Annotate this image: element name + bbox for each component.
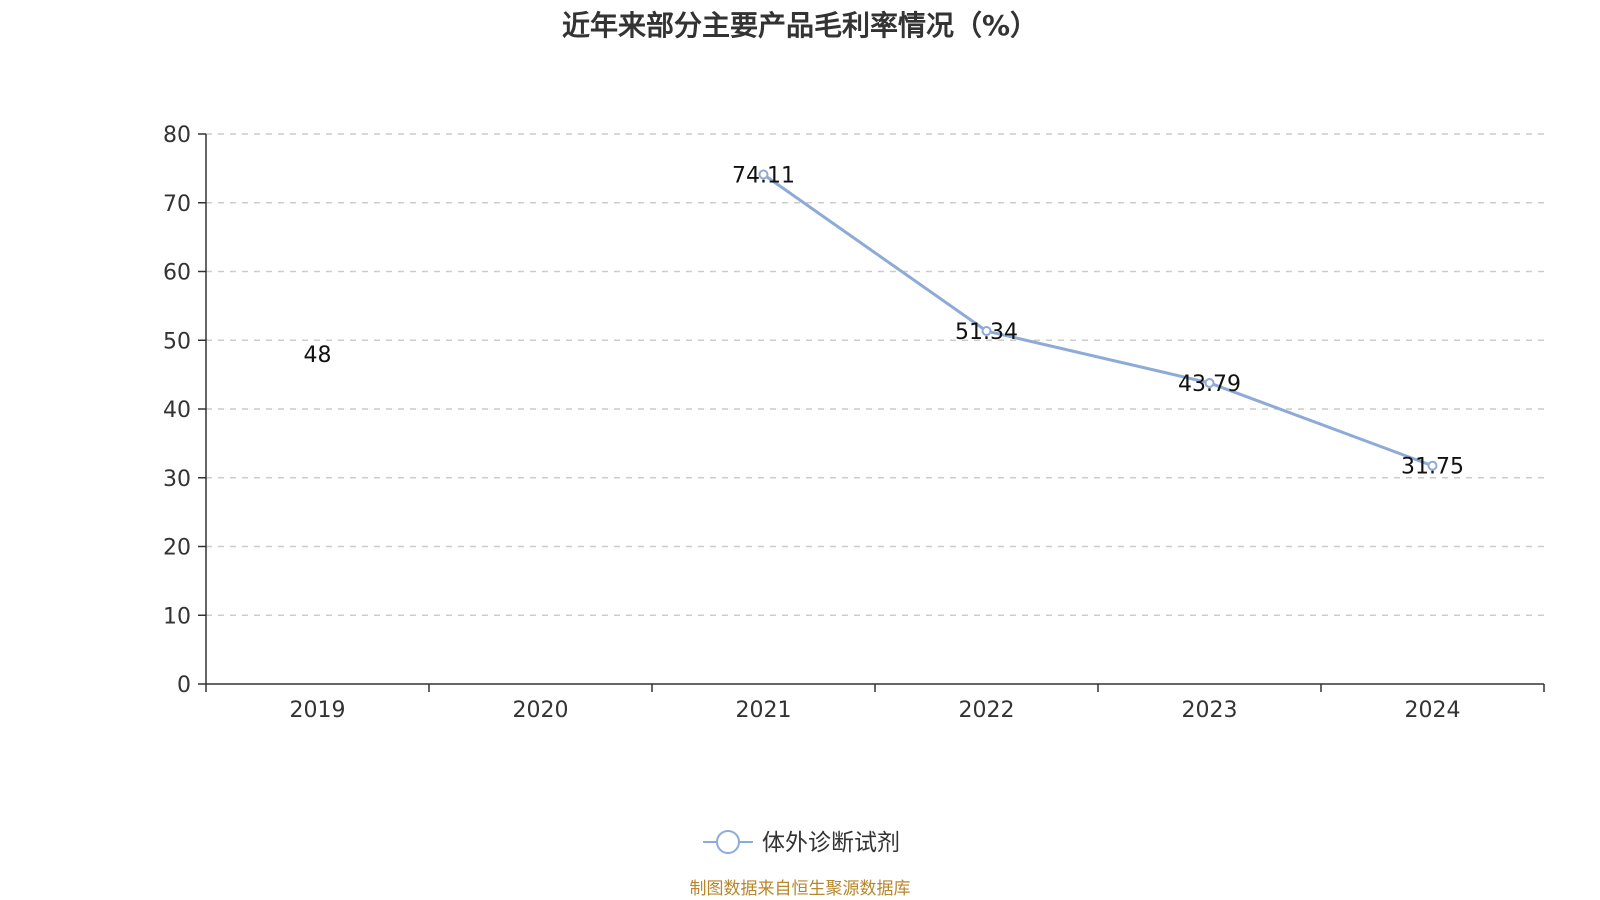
data-point[interactable] (758, 169, 769, 180)
x-tick-label: 2019 (290, 698, 346, 723)
y-tick-label: 60 (163, 261, 191, 286)
y-tick-label: 40 (163, 398, 191, 423)
data-label: 51.34 (955, 320, 1018, 345)
data-label: 74.11 (732, 163, 795, 188)
data-labels: 48 74.11 51.34 43.79 31.75 (304, 163, 1464, 479)
legend-label: 体外诊断试剂 (762, 830, 900, 856)
x-tick-label: 2024 (1405, 698, 1461, 723)
chart-title: 近年来部分主要产品毛利率情况（%） (561, 9, 1039, 42)
data-point[interactable] (1427, 460, 1438, 471)
data-label: 31.75 (1401, 455, 1464, 480)
legend-marker-icon (716, 830, 740, 854)
data-point[interactable] (981, 326, 992, 337)
x-tick-label: 2023 (1182, 698, 1238, 723)
series-line (762, 172, 1434, 468)
y-tick-label: 30 (163, 467, 191, 492)
y-tick-label: 50 (163, 329, 191, 354)
y-tick-label: 10 (163, 604, 191, 629)
y-tick-label: 0 (177, 673, 191, 698)
source-note: 制图数据来自恒生聚源数据库 (689, 879, 911, 899)
x-tick-label: 2020 (513, 698, 569, 723)
y-tick-label: 20 (163, 536, 191, 561)
y-tick-label: 70 (163, 192, 191, 217)
grid-lines (206, 133, 1544, 616)
series-layer (758, 169, 1438, 471)
data-label: 48 (304, 343, 332, 368)
axes: 0 10 20 30 40 50 60 70 80 2019 2020 2021 2022 2023 202… (163, 123, 1545, 723)
y-tick-label: 80 (163, 123, 191, 148)
data-label: 43.79 (1178, 372, 1241, 397)
x-tick-label: 2021 (736, 698, 792, 723)
data-point[interactable] (1204, 377, 1215, 388)
x-tick-label: 2022 (959, 698, 1015, 723)
legend[interactable]: 体外诊断试剂 (703, 830, 900, 856)
